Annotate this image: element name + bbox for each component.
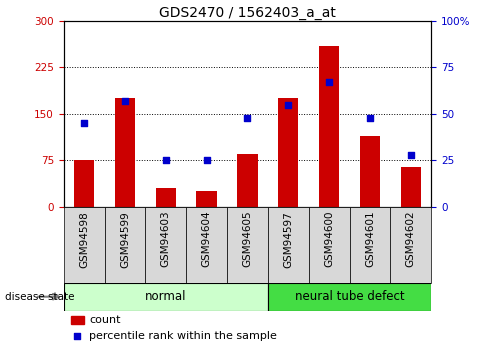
FancyBboxPatch shape [186,207,227,283]
FancyBboxPatch shape [227,207,268,283]
FancyBboxPatch shape [349,207,391,283]
Bar [278,98,298,207]
Text: GSM94603: GSM94603 [161,211,171,267]
Text: GSM94599: GSM94599 [120,211,130,267]
FancyBboxPatch shape [268,207,309,283]
Point [203,158,211,163]
Text: GSM94604: GSM94604 [201,211,212,267]
Point [284,102,292,107]
Text: GSM94598: GSM94598 [79,211,89,267]
Text: GSM94597: GSM94597 [283,211,294,267]
Bar [319,46,339,207]
Bar [360,136,380,207]
Bar [401,167,421,207]
Text: neural tube defect: neural tube defect [294,290,404,303]
Point [162,158,170,163]
FancyBboxPatch shape [64,283,268,310]
Bar [74,160,94,207]
Text: GSM94600: GSM94600 [324,211,334,267]
Text: disease state: disease state [5,292,74,302]
Text: GSM94602: GSM94602 [406,211,416,267]
FancyBboxPatch shape [391,207,431,283]
Point [121,98,129,104]
FancyBboxPatch shape [64,207,104,283]
Point [325,79,333,85]
Point [366,115,374,120]
Point [74,333,81,338]
FancyBboxPatch shape [146,207,186,283]
Title: GDS2470 / 1562403_a_at: GDS2470 / 1562403_a_at [159,6,336,20]
Point [80,120,88,126]
Bar [196,191,217,207]
Text: GSM94605: GSM94605 [243,211,252,267]
Text: normal: normal [145,290,187,303]
Text: GSM94601: GSM94601 [365,211,375,267]
Point [407,152,415,158]
FancyBboxPatch shape [104,207,146,283]
Text: percentile rank within the sample: percentile rank within the sample [89,331,277,341]
Bar [237,154,258,207]
Bar [115,98,135,207]
Point [244,115,251,120]
Bar [156,188,176,207]
Text: count: count [89,315,121,325]
Bar [71,316,84,324]
FancyBboxPatch shape [309,207,349,283]
FancyBboxPatch shape [268,283,431,310]
